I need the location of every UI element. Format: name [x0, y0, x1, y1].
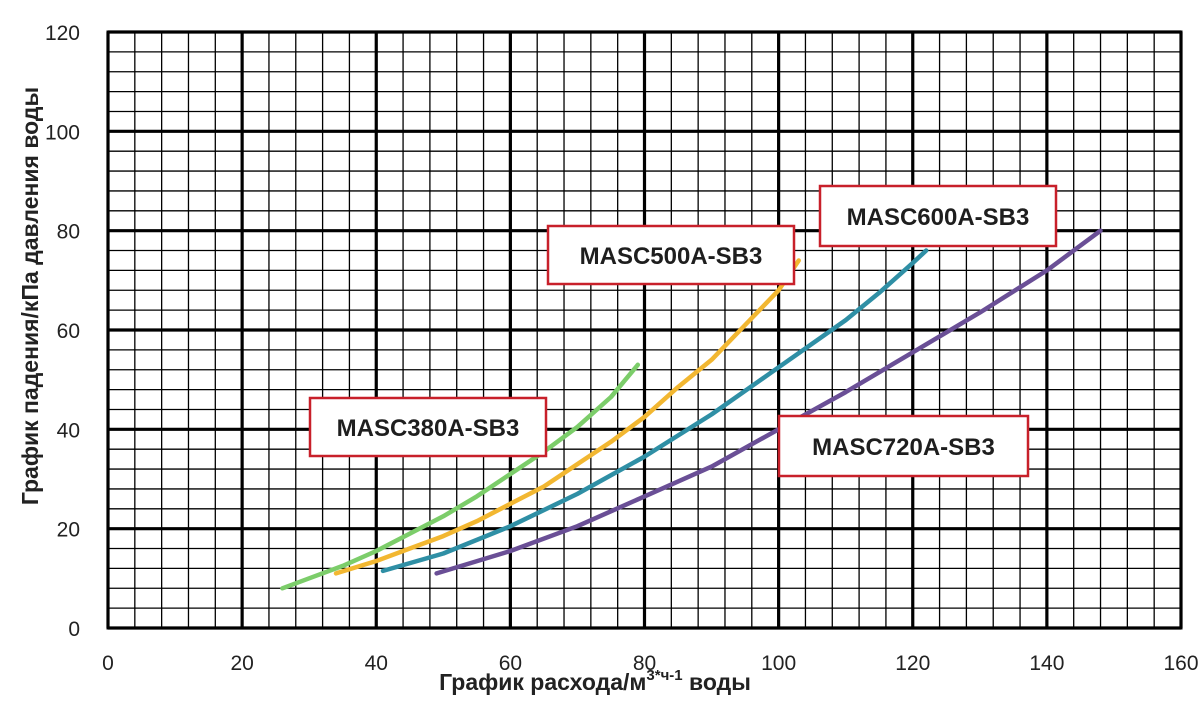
x-axis-title-superscript: 3*ч-1 [646, 667, 682, 684]
x-tick-label: 140 [1029, 652, 1064, 675]
x-axis-title-main: График расхода/м [439, 669, 646, 695]
y-tick-label: 0 [68, 618, 80, 641]
x-axis-title: График расхода/м3*ч-1 воды [439, 667, 751, 695]
y-tick-label: 120 [45, 22, 80, 45]
x-tick-label: 40 [365, 652, 388, 675]
x-tick-label: 160 [1163, 652, 1198, 675]
y-tick-label: 40 [57, 419, 80, 442]
y-tick-label: 100 [45, 121, 80, 144]
x-tick-label: 100 [761, 652, 796, 675]
series-label: MASC600A-SB3 [847, 204, 1030, 231]
y-tick-label: 20 [57, 519, 80, 542]
series-label: MASC720A-SB3 [812, 434, 995, 461]
x-tick-label: 120 [895, 652, 930, 675]
y-tick-labels: 0 20 40 60 80 100 120 [45, 22, 80, 641]
y-tick-label: 80 [57, 221, 80, 244]
x-tick-label: 20 [230, 652, 253, 675]
x-tick-label: 0 [102, 652, 114, 675]
y-tick-label: 60 [57, 320, 80, 343]
series-label: MASC380A-SB3 [337, 415, 520, 442]
y-axis-title: График падения/кПа давления воды [17, 87, 43, 505]
series-label: MASC500A-SB3 [580, 243, 763, 270]
x-axis-title-suffix: воды [683, 669, 751, 695]
